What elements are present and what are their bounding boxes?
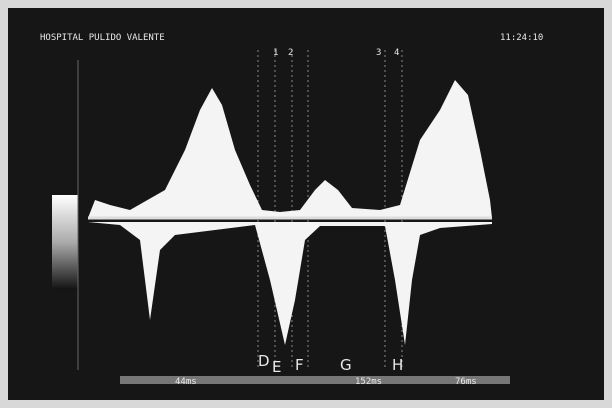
doppler-image: HOSPITAL PULIDO VALENTE 11:24:10 1 2 3 4…: [0, 0, 612, 408]
wave-label: D: [258, 352, 270, 370]
page: HOSPITAL PULIDO VALENTE 11:24:10 1 2 3 4…: [0, 0, 612, 408]
interval-label: 152ms: [355, 377, 382, 387]
wave-label: F: [295, 356, 304, 374]
wave-label: E: [272, 358, 281, 376]
cursor-marker: 2: [288, 48, 293, 58]
cursor-marker: 3: [376, 48, 381, 58]
wave-label: H: [392, 356, 403, 374]
gray-scale-bar: [52, 195, 78, 290]
interval-label: 44ms: [175, 377, 197, 387]
interval-label: 76ms: [455, 377, 477, 387]
hospital-name: HOSPITAL PULIDO VALENTE: [40, 33, 165, 43]
clock: 11:24:10: [500, 33, 543, 43]
wave-label: G: [340, 356, 352, 374]
cursor-marker: 4: [394, 48, 399, 58]
cursor-marker: 1: [273, 48, 278, 58]
